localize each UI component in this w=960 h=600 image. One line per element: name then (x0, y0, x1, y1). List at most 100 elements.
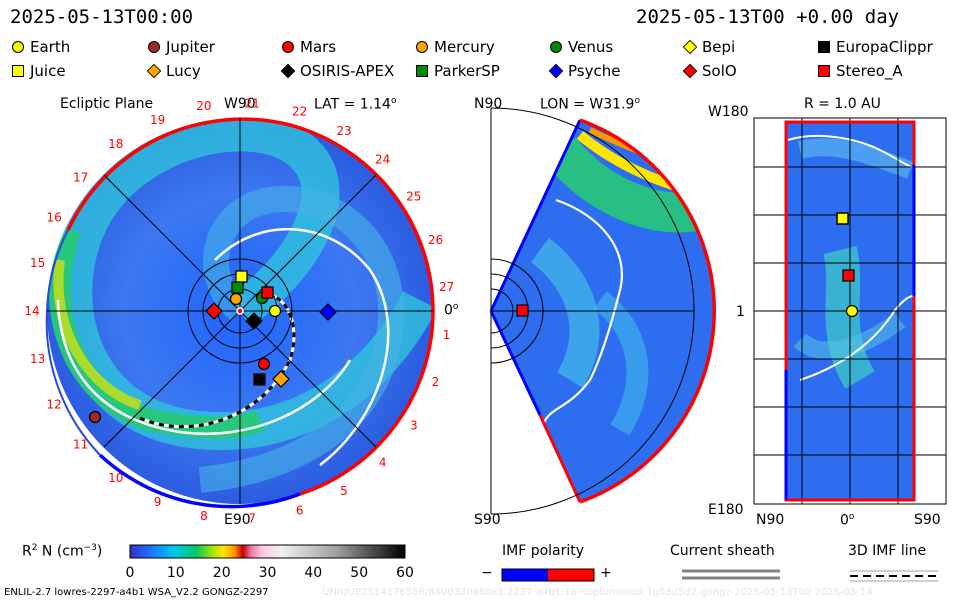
legend-item-mercury: Mercury (416, 38, 495, 56)
start-time: 2025-05-13T00:00 (10, 6, 194, 28)
carrington-label: 7 (248, 512, 256, 526)
colorbar-tick-label: 40 (304, 565, 322, 581)
imf-polarity-title: IMF polarity (502, 543, 585, 559)
colorbar-tick-label: 20 (213, 565, 231, 581)
radial-bottom-left-label: E180 (708, 502, 744, 518)
legend-label: Mars (300, 38, 337, 56)
radial-mid-label: 1 (736, 304, 745, 320)
carrington-label: 18 (108, 137, 123, 151)
elapsed-time: 2025-05-13T00 +0.00 day (636, 6, 900, 28)
carrington-label: 4 (379, 455, 387, 469)
carrington-label: 6 (296, 503, 304, 517)
colorbar-tick-label: 0 (126, 565, 135, 581)
legend-item-psyche: Psyche (548, 62, 621, 80)
legend-label: Jupiter (166, 38, 215, 56)
carrington-label: 26 (428, 233, 443, 247)
carrington-label: 12 (46, 397, 61, 411)
colorbar-tick-label: 10 (167, 565, 185, 581)
carrington-label: 23 (336, 124, 351, 138)
carrington-label: 10 (108, 471, 123, 485)
legend-label: EuropaClippr (836, 38, 933, 56)
imf-minus-label: − (481, 565, 493, 581)
carrington-label: 3 (410, 418, 418, 432)
radial-x-right: S90 (914, 512, 941, 528)
legend-square-icon (12, 65, 24, 77)
colorbar-tick-label: 50 (350, 565, 368, 581)
carrington-label: 19 (150, 113, 165, 127)
carrington-label: 14 (24, 304, 39, 318)
legend-item-venus: Venus (550, 38, 613, 56)
earth-marker (268, 304, 282, 318)
imf-line-title: 3D IMF line (848, 543, 927, 559)
radius-label: R = 1.0 AU (804, 96, 881, 112)
legend-circle-icon (148, 41, 160, 53)
ecliptic-bottom-label: E90 (224, 512, 251, 528)
legend-item-mars: Mars (282, 38, 336, 56)
legend-label: Bepi (702, 38, 736, 56)
carrington-label: 8 (200, 509, 208, 523)
carrington-label: 17 (73, 170, 88, 184)
carrington-label: 2 (432, 375, 440, 389)
parkersp-marker (231, 281, 244, 294)
legend-square-icon (818, 41, 830, 53)
carrington-label: 21 (244, 96, 259, 110)
legend-item-bepi: Bepi (682, 38, 736, 56)
ecliptic-top-label: W90 (224, 96, 256, 112)
colorbar-label: R2 N (cm−3) (22, 543, 103, 560)
ecliptic-title: Ecliptic Plane (60, 96, 154, 112)
imf-line-legend (850, 570, 938, 582)
mercury-marker (229, 292, 243, 306)
legend-item-stereo-a: Stereo_A (818, 62, 903, 80)
ecliptic-plane (45, 117, 435, 509)
legend-circle-icon (416, 41, 428, 53)
meridional-plane (489, 107, 716, 515)
juice-marker (235, 270, 248, 283)
carrington-label: 25 (406, 190, 421, 204)
legend-label: Juice (30, 62, 66, 80)
density-colorbar: 0 10 20 30 40 50 60 (126, 544, 414, 581)
legend-item-europaclippr: EuropaClippr (818, 38, 933, 56)
legend-square-icon (818, 65, 830, 77)
colorbar-tick-label: 30 (259, 565, 277, 581)
legend-label: ParkerSP (434, 62, 500, 80)
radial-panel (753, 117, 947, 505)
legend-item-parkersp: ParkerSP (416, 62, 500, 80)
radial-juice-marker (836, 212, 849, 225)
legend-label: Psyche (568, 62, 621, 80)
legend-label: Venus (568, 38, 614, 56)
carrington-label: 9 (154, 495, 162, 509)
carrington-longitude-labels: 20 21222324252627123456789101112131415161… (24, 96, 454, 525)
meridional-bottom-label: S90 (474, 512, 501, 528)
legend-label: Mercury (434, 38, 495, 56)
europaclipper-marker (253, 373, 266, 386)
radial-top-left-label: W180 (708, 104, 749, 120)
colorbar-tick-label: 60 (396, 565, 414, 581)
radial-x-left: N90 (756, 512, 785, 528)
legend-item-jupiter: Jupiter (148, 38, 215, 56)
legend-item-juice: Juice (12, 62, 66, 80)
psyche-marker (319, 303, 337, 321)
solo-marker (205, 302, 223, 320)
carrington-label: 20 (196, 99, 211, 113)
ecliptic-right-label: 0o (444, 302, 459, 319)
legend-label: Stereo_A (836, 62, 903, 80)
legend-item-earth: Earth (12, 38, 70, 56)
carrington-label: 1 (443, 328, 451, 342)
latitude-label: LAT = 1.14o (314, 96, 397, 113)
legend-circle-icon (12, 41, 24, 53)
legend-square-icon (416, 65, 428, 77)
carrington-label: 27 (439, 280, 454, 294)
legend-label: SolO (702, 62, 737, 80)
legend-item-solo: SolO (682, 62, 737, 80)
carrington-label: 16 (46, 211, 61, 225)
imf-plus-label: + (600, 565, 612, 581)
carrington-label: 11 (73, 438, 88, 452)
legend-label: OSIRIS-APEX (300, 62, 395, 80)
model-footer: ENLIL-2.7 lowres-2297-a4b1 WSA_V2.2 GONG… (4, 587, 269, 598)
legend-circle-icon (282, 41, 294, 53)
carrington-label: 5 (340, 484, 348, 498)
radial-earth-marker (845, 304, 859, 318)
stereo-a-marker (261, 286, 274, 299)
current-sheath-title: Current sheath (670, 543, 775, 559)
